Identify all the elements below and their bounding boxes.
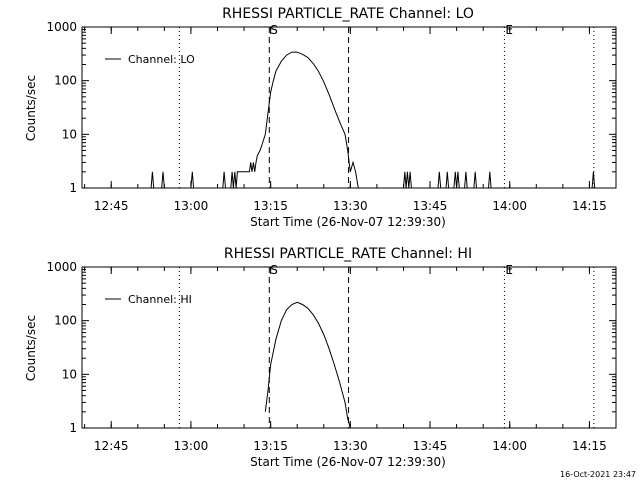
panel-hi-legend-label: Channel: HI	[128, 293, 192, 306]
panel-lo-title: RHESSI PARTICLE_RATE Channel: LO	[222, 6, 474, 22]
panel-lo-xtick-label: 13:45	[413, 199, 448, 213]
panel-hi-xtick-label: 13:00	[174, 439, 209, 453]
panel-lo-legend: Channel: LO	[105, 53, 195, 66]
panel-lo-xtick-label: 13:00	[174, 199, 209, 213]
panel-hi-ytick-label: 1000	[46, 260, 77, 274]
panel-lo-ytick-label: 10	[62, 127, 77, 141]
panel-hi-xtick-label: 13:45	[413, 439, 448, 453]
panel-lo-marker-label: S	[270, 23, 278, 37]
panel-hi-xtick-label: 14:00	[492, 439, 527, 453]
panel-lo-series-line	[82, 51, 616, 189]
panel-lo-xlabel: Start Time (26-Nov-07 12:39:30)	[250, 215, 446, 229]
panel-hi-ylabel: Counts/sec	[24, 315, 38, 381]
panel-hi-ytick-label: 100	[54, 314, 77, 328]
panel-hi-xtick-label: 12:45	[94, 439, 129, 453]
panel-lo: RHESSI PARTICLE_RATE Channel: LO Start T…	[24, 6, 617, 229]
panel-hi-xtick-label: 13:15	[253, 439, 288, 453]
panel-hi-marker-label: S	[270, 263, 278, 277]
panel-hi: RHESSI PARTICLE_RATE Channel: HI Start T…	[24, 246, 617, 469]
panel-hi-ytick-label: 10	[62, 367, 77, 381]
panel-hi-xtick-label: 13:30	[333, 439, 368, 453]
panel-hi-series-line	[264, 301, 351, 429]
generation-timestamp: 16-Oct-2021 23:47	[560, 470, 636, 479]
panel-hi-marker-label: E	[505, 263, 513, 277]
panel-lo-xtick-label: 12:45	[94, 199, 129, 213]
panel-hi-title: RHESSI PARTICLE_RATE Channel: HI	[224, 246, 472, 262]
panel-lo-ytick-label: 100	[54, 74, 77, 88]
panel-lo-legend-label: Channel: LO	[128, 53, 195, 66]
panel-lo-ytick-label: 1	[69, 181, 77, 195]
panel-lo-ylabel: Counts/sec	[24, 75, 38, 141]
panel-lo-xtick-label: 13:15	[253, 199, 288, 213]
panel-lo-ytick-label: 1000	[46, 20, 77, 34]
panel-lo-marker-label: E	[505, 23, 513, 37]
panel-lo-xtick-label: 13:30	[333, 199, 368, 213]
panel-hi-ytick-label: 1	[69, 421, 77, 435]
panel-hi-xlabel: Start Time (26-Nov-07 12:39:30)	[250, 455, 446, 469]
panel-hi-legend: Channel: HI	[105, 293, 192, 306]
panel-lo-xtick-label: 14:15	[572, 199, 607, 213]
panel-hi-xtick-label: 14:15	[572, 439, 607, 453]
panel-lo-xtick-label: 14:00	[492, 199, 527, 213]
